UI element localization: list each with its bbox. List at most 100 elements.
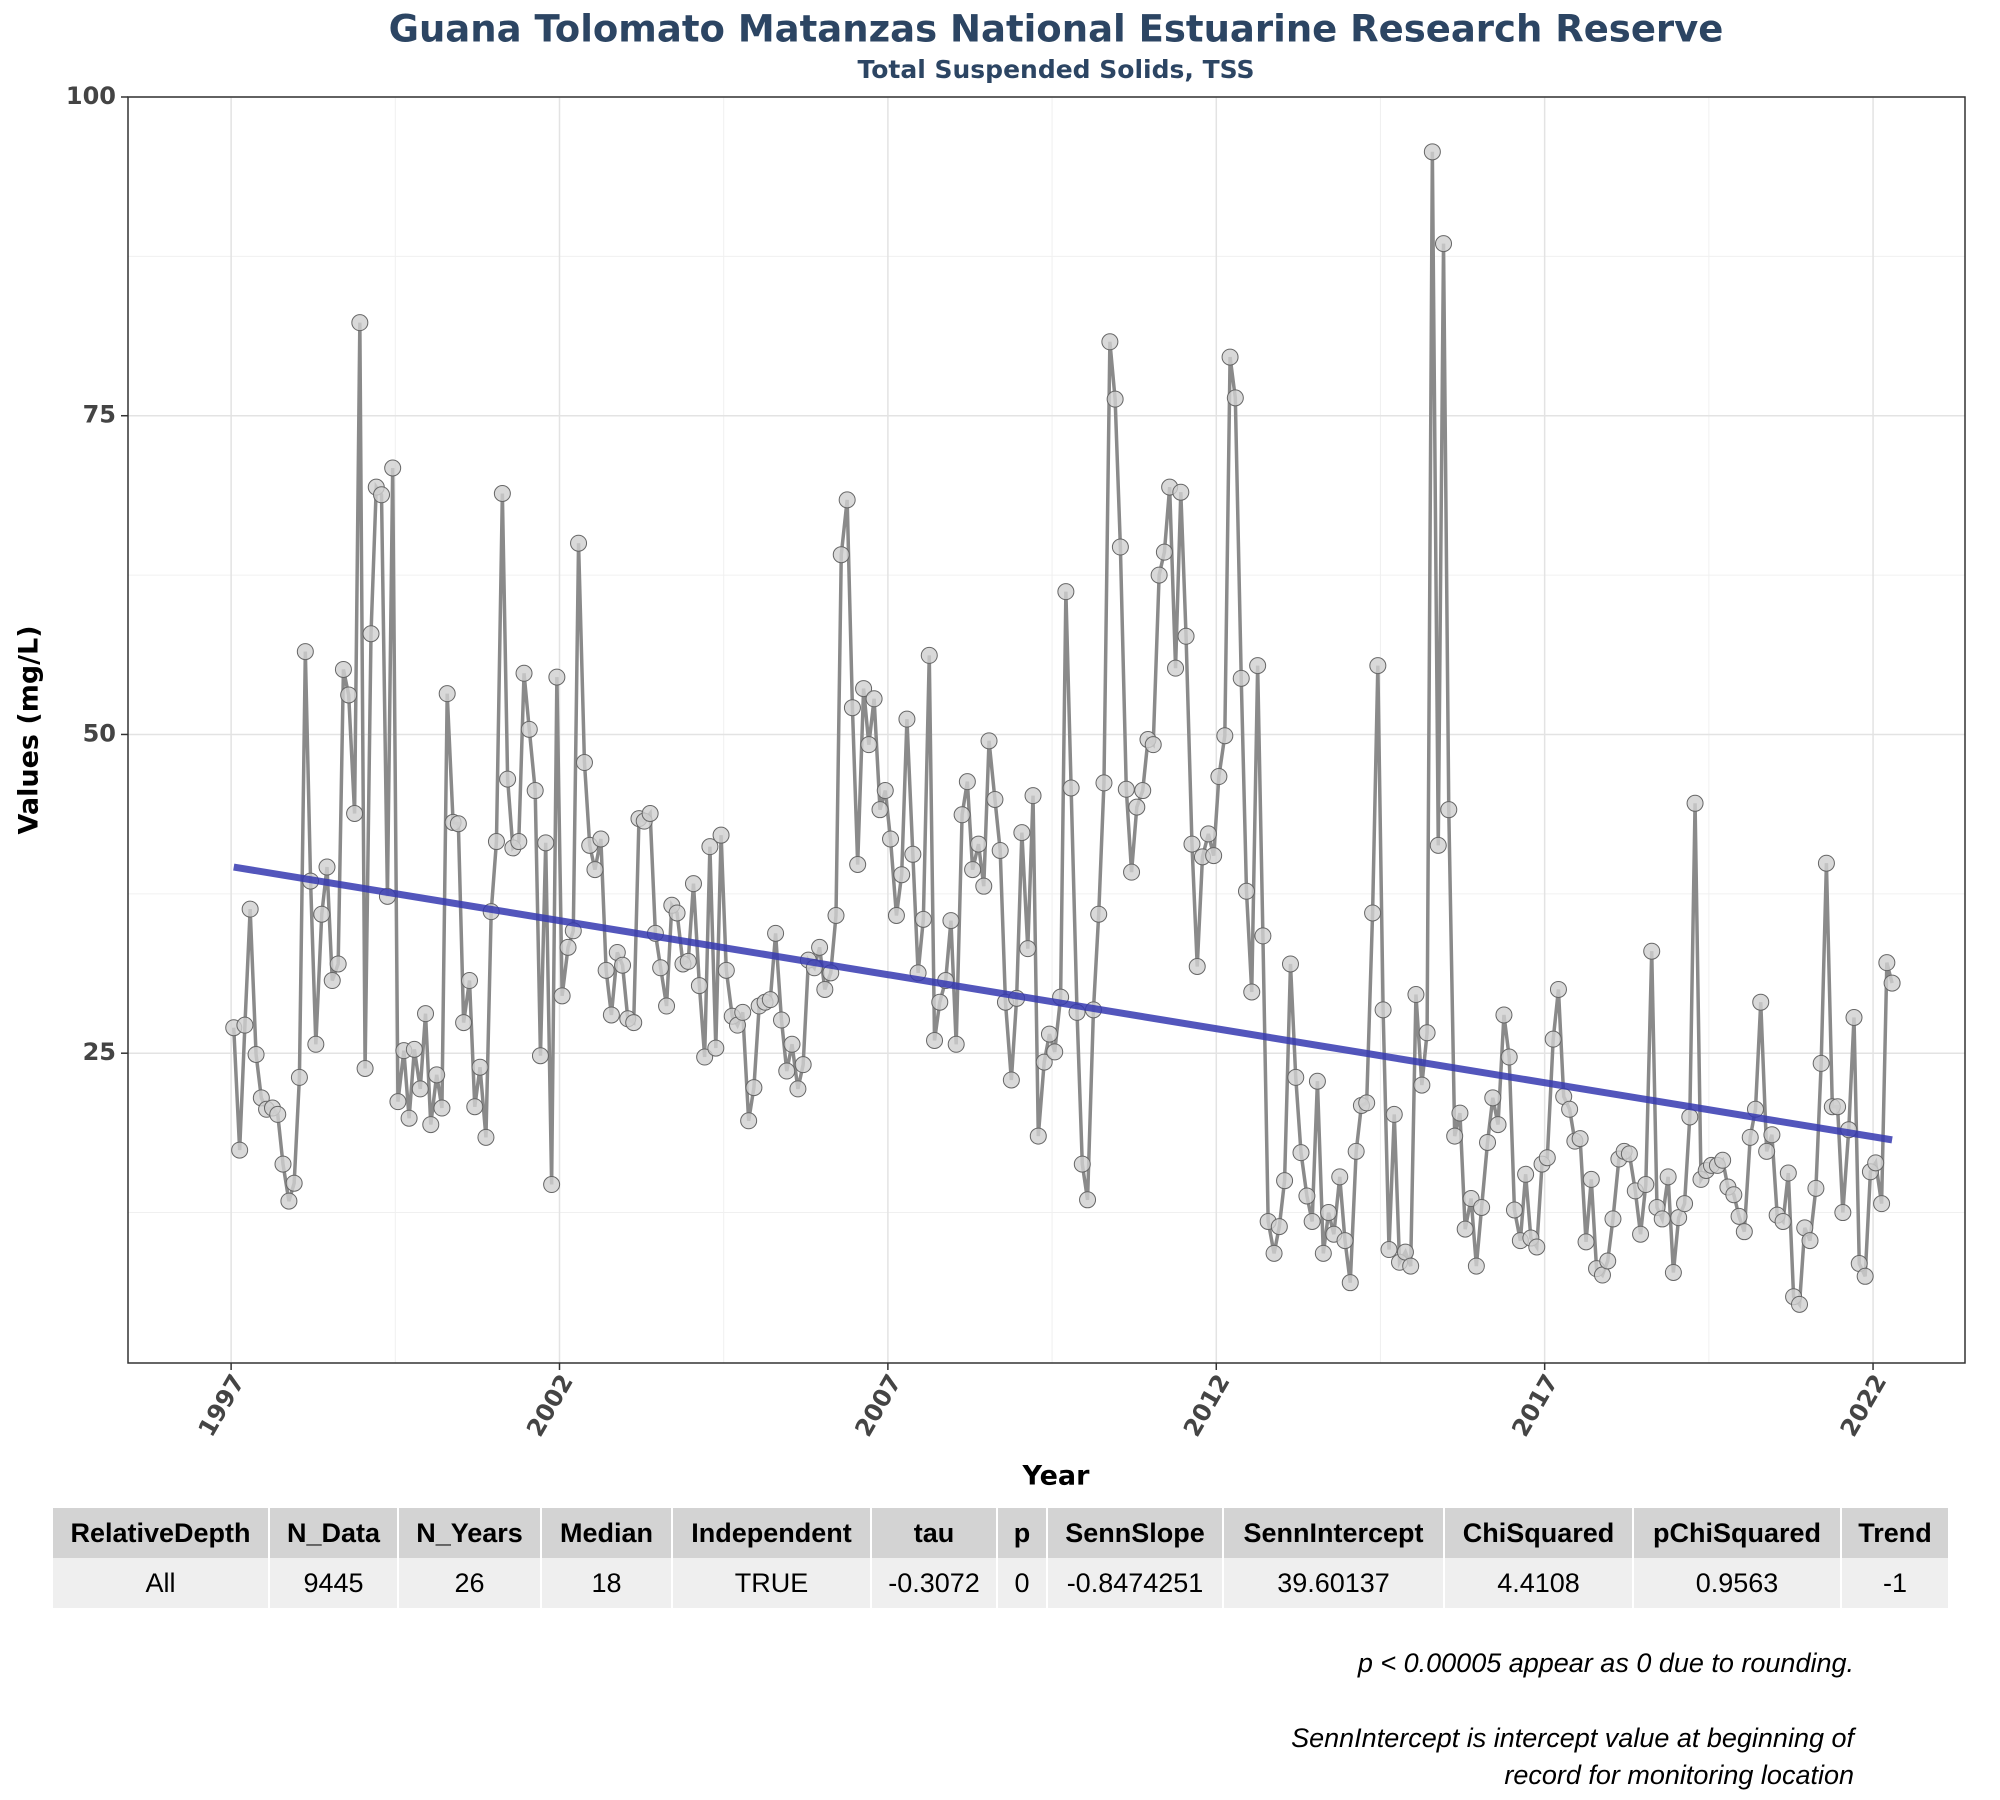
data-point: [1358, 1094, 1376, 1112]
column-header: Independent: [673, 1508, 870, 1558]
data-point: [1549, 980, 1567, 998]
data-point: [920, 646, 938, 664]
data-point: [871, 801, 889, 819]
table-cell: 18: [542, 1558, 671, 1608]
x-tick-label: 1997: [193, 1370, 251, 1442]
data-point: [1413, 1076, 1431, 1094]
data-point: [499, 770, 517, 788]
data-point: [1774, 1212, 1792, 1230]
data-point: [1101, 333, 1119, 351]
data-point: [1013, 824, 1031, 842]
data-point: [1177, 627, 1195, 645]
data-point: [832, 546, 850, 564]
column-header: p: [998, 1508, 1046, 1558]
data-point: [428, 1066, 446, 1084]
data-point: [865, 690, 883, 708]
table-body: All 9445 26 18 TRUE -0.3072 0 -0.8474251 39.6013…: [53, 1558, 1948, 1608]
data-point: [1331, 1168, 1349, 1186]
data-point: [356, 1059, 374, 1077]
data-point: [970, 835, 988, 853]
data-point: [466, 1098, 484, 1116]
data-point: [1779, 1164, 1797, 1182]
table-cell: -0.8474251: [1048, 1558, 1222, 1608]
x-tick-label: 2007: [850, 1370, 908, 1442]
data-point: [778, 1062, 796, 1080]
data-point: [280, 1192, 298, 1210]
table-cell: 9445: [270, 1558, 397, 1608]
y-tick-label: 75: [83, 401, 116, 429]
table-cell: 0: [998, 1558, 1046, 1608]
data-point: [855, 680, 873, 698]
data-point: [1517, 1165, 1535, 1183]
chart-subtitle: Total Suspended Solids, TSS: [857, 55, 1254, 84]
data-point: [1150, 566, 1168, 584]
data-point: [904, 845, 922, 863]
data-point: [1188, 957, 1206, 975]
data-point: [1544, 1030, 1562, 1048]
data-point: [449, 815, 467, 833]
table-cell: 26: [399, 1558, 540, 1608]
data-point: [1577, 1233, 1595, 1251]
data-point: [461, 972, 479, 990]
data-point: [570, 534, 588, 552]
data-point: [684, 875, 702, 893]
data-point: [1653, 1210, 1671, 1228]
data-point: [285, 1174, 303, 1192]
data-point: [553, 987, 571, 1005]
x-tick-label: 2017: [1506, 1370, 1564, 1442]
data-point: [1374, 1001, 1392, 1019]
table-cell: -1: [1842, 1558, 1948, 1608]
data-point: [592, 830, 610, 848]
note: SennIntercept is intercept value at begi…: [1291, 1723, 1854, 1790]
x-tick-label: 2002: [521, 1370, 579, 1442]
data-point: [772, 1011, 790, 1029]
data-point: [1604, 1210, 1622, 1228]
data-point: [953, 806, 971, 824]
data-point: [1226, 389, 1244, 407]
data-point: [329, 955, 347, 973]
data-point: [1369, 657, 1387, 675]
data-point: [351, 314, 369, 332]
data-point: [696, 1048, 714, 1066]
data-point: [548, 668, 566, 686]
data-point: [947, 1035, 965, 1053]
data-point: [1473, 1198, 1491, 1216]
data-point: [597, 961, 615, 979]
column-header: SennSlope: [1048, 1508, 1222, 1558]
data-point: [1505, 1201, 1523, 1219]
data-point: [559, 938, 577, 956]
data-point: [1467, 1257, 1485, 1275]
data-point: [882, 830, 900, 848]
data-point: [1763, 1126, 1781, 1144]
data-point: [362, 625, 380, 643]
data-point: [625, 1014, 643, 1032]
data-point: [575, 754, 593, 772]
data-point: [417, 1005, 435, 1023]
data-point: [1599, 1252, 1617, 1270]
data-point: [455, 1014, 473, 1032]
column-header: RelativeDepth: [53, 1508, 268, 1558]
data-point: [893, 866, 911, 884]
data-point: [1144, 736, 1162, 754]
data-point: [1199, 825, 1217, 843]
data-point: [1735, 1223, 1753, 1241]
x-tick-label: 2022: [1835, 1370, 1893, 1442]
table-cell: 4.4108: [1445, 1558, 1632, 1608]
data-point: [247, 1045, 265, 1063]
data-point: [712, 826, 730, 844]
data-point: [926, 1031, 944, 1049]
data-point: [1845, 1008, 1863, 1026]
table-row: All 9445 26 18 TRUE -0.3072 0 -0.8474251 39.6013…: [53, 1558, 1948, 1608]
data-point: [991, 841, 1009, 859]
data-point: [1172, 483, 1190, 501]
data-point: [1676, 1195, 1694, 1213]
data-point: [307, 1035, 325, 1053]
data-point: [1079, 1191, 1097, 1209]
data-point: [1183, 835, 1201, 853]
data-point: [1758, 1142, 1776, 1160]
data-point: [1801, 1232, 1819, 1250]
data-point: [231, 1141, 249, 1159]
data-point: [1582, 1170, 1600, 1188]
data-point: [668, 904, 686, 922]
data-point: [1254, 927, 1272, 945]
